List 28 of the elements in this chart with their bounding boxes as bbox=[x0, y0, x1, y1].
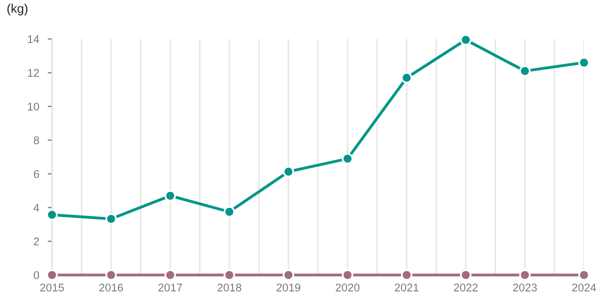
y-tick-label: 14 bbox=[28, 35, 40, 44]
x-tick-label: 2018 bbox=[218, 284, 242, 292]
x-tick-label: 2024 bbox=[572, 284, 596, 292]
y-tick-label: 4 bbox=[34, 204, 40, 212]
y-tick-label: 6 bbox=[34, 170, 40, 178]
y-tick-label: 12 bbox=[28, 68, 39, 77]
x-tick-label: 2015 bbox=[40, 284, 64, 292]
y-tick-label: 10 bbox=[28, 102, 40, 111]
x-tick-label: 2017 bbox=[158, 284, 182, 292]
point bbox=[224, 206, 236, 218]
point bbox=[105, 213, 117, 225]
y-axis-title: (kg) bbox=[7, 4, 28, 16]
point bbox=[164, 190, 176, 202]
y-tick-label: 0 bbox=[34, 271, 40, 280]
point bbox=[519, 65, 531, 77]
x-tick-label: 2021 bbox=[394, 284, 418, 292]
point bbox=[460, 34, 472, 46]
y-tick-label: 8 bbox=[34, 136, 40, 144]
point bbox=[400, 72, 412, 84]
x-tick-label: 2020 bbox=[336, 284, 360, 292]
point bbox=[46, 209, 58, 221]
point bbox=[342, 152, 354, 164]
point bbox=[282, 166, 294, 178]
x-tick-label: 2016 bbox=[99, 284, 123, 292]
x-tick-label: 2022 bbox=[454, 284, 478, 292]
y-tick-label: 2 bbox=[34, 238, 39, 246]
x-tick-label: 2019 bbox=[276, 284, 300, 292]
x-tick-label: 2023 bbox=[513, 284, 537, 292]
